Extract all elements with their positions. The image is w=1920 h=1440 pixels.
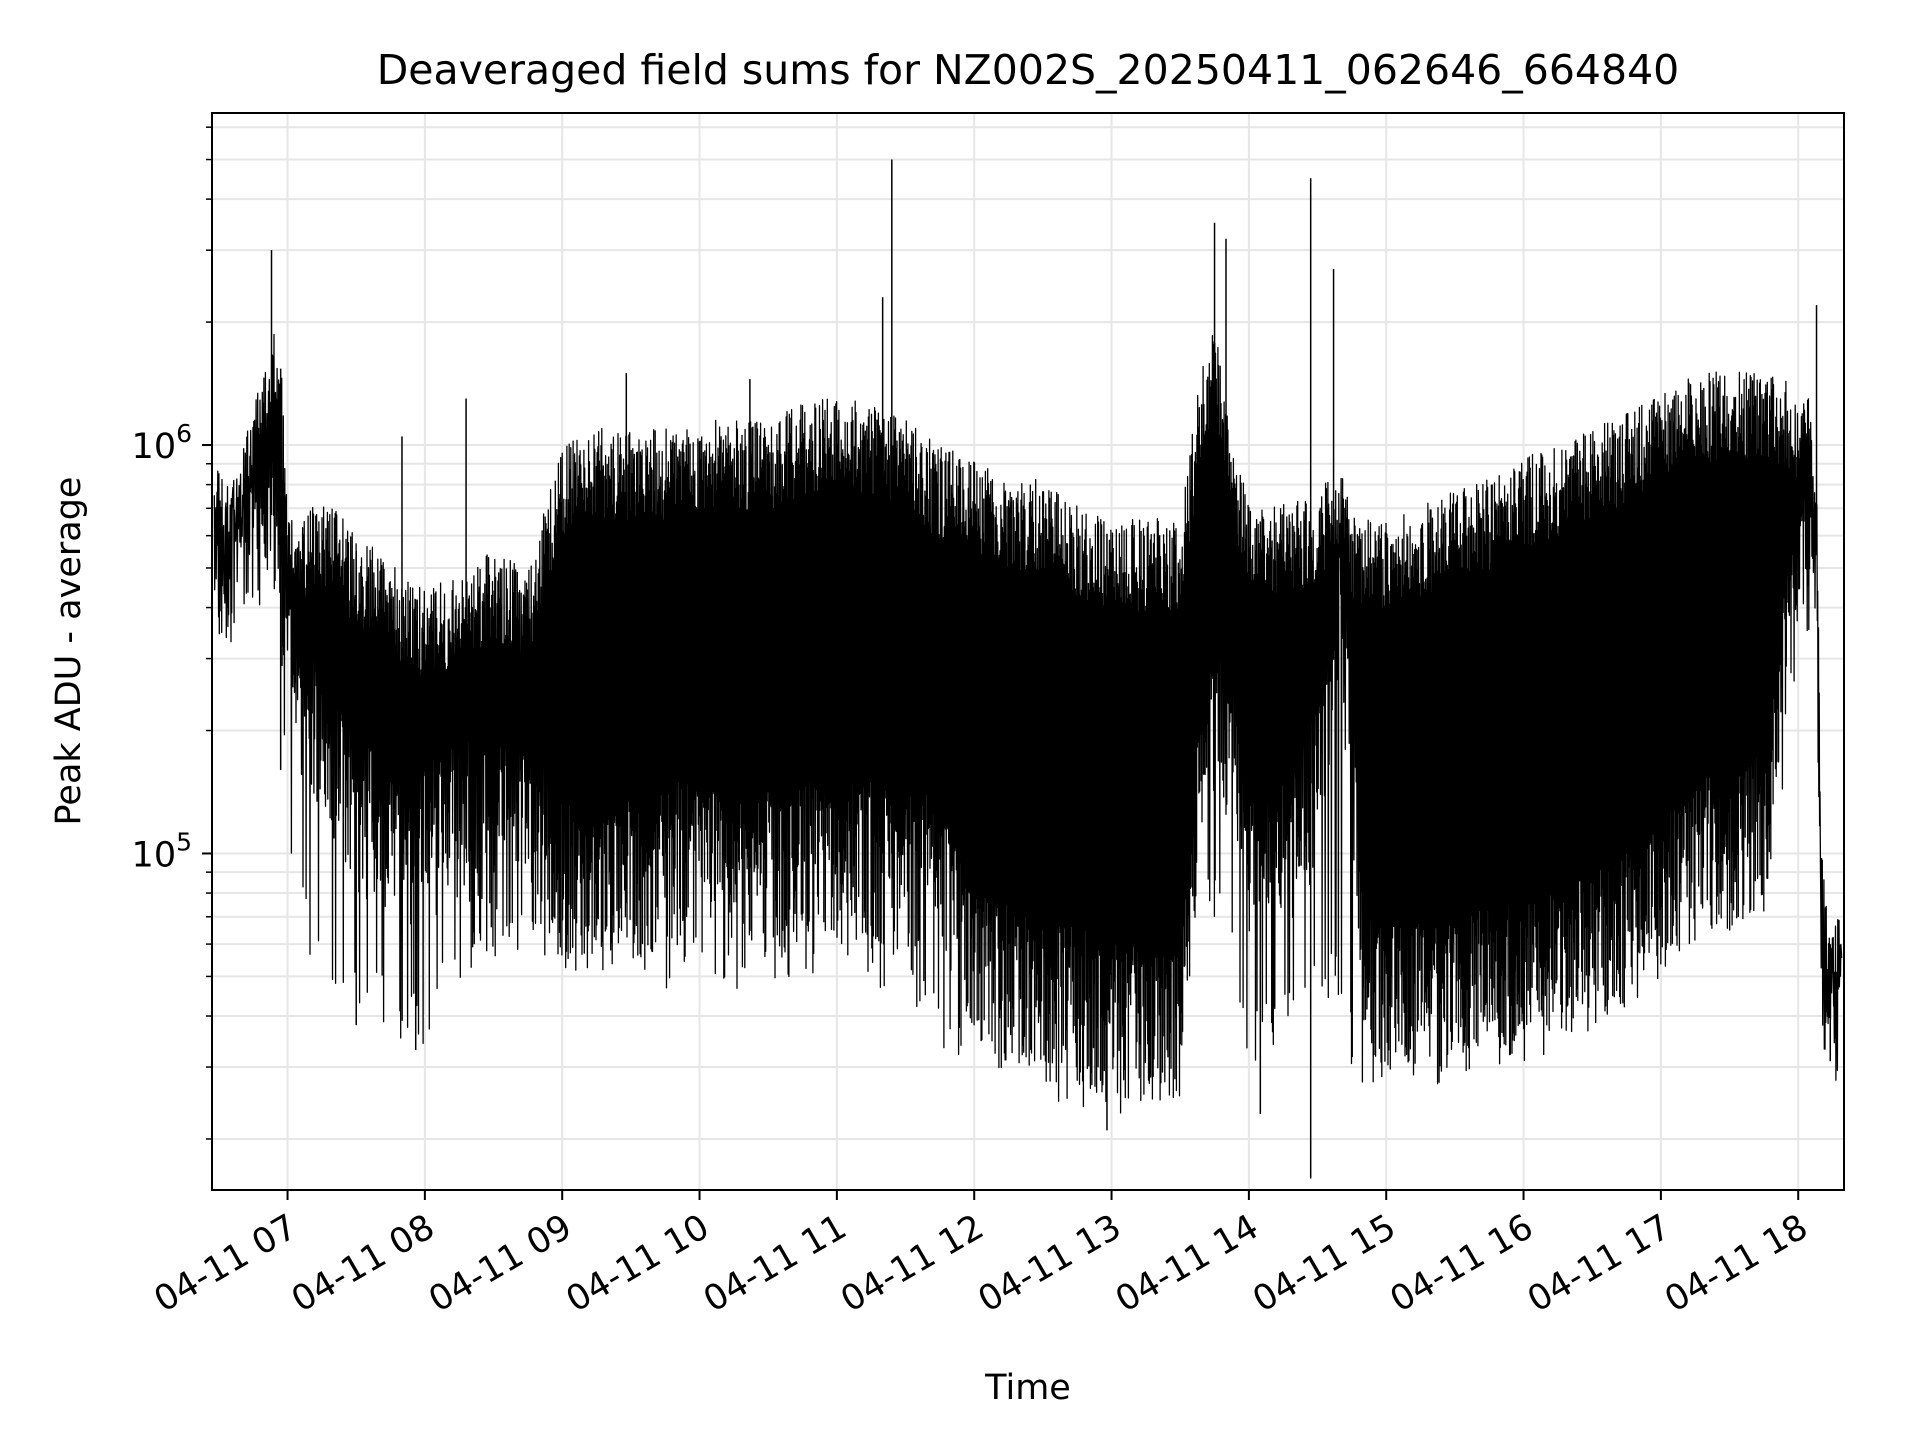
y-tick-label-base: 10 [132,427,177,467]
y-tick-label: 106 [132,419,192,467]
y-tick-label-base: 10 [132,835,177,875]
data-layer [213,159,1843,1179]
plot-frame [211,112,1845,1191]
series-line [213,333,1843,1114]
y-tick-label-exponent: 6 [176,419,192,448]
y-tick-label-exponent: 5 [176,827,192,856]
chart-title: Deaveraged field sums for NZ002S_2025041… [377,46,1680,94]
x-axis-label: Time [984,1368,1071,1408]
y-axis-label: Peak ADU - average [49,477,89,826]
y-tick-label: 105 [132,827,192,875]
